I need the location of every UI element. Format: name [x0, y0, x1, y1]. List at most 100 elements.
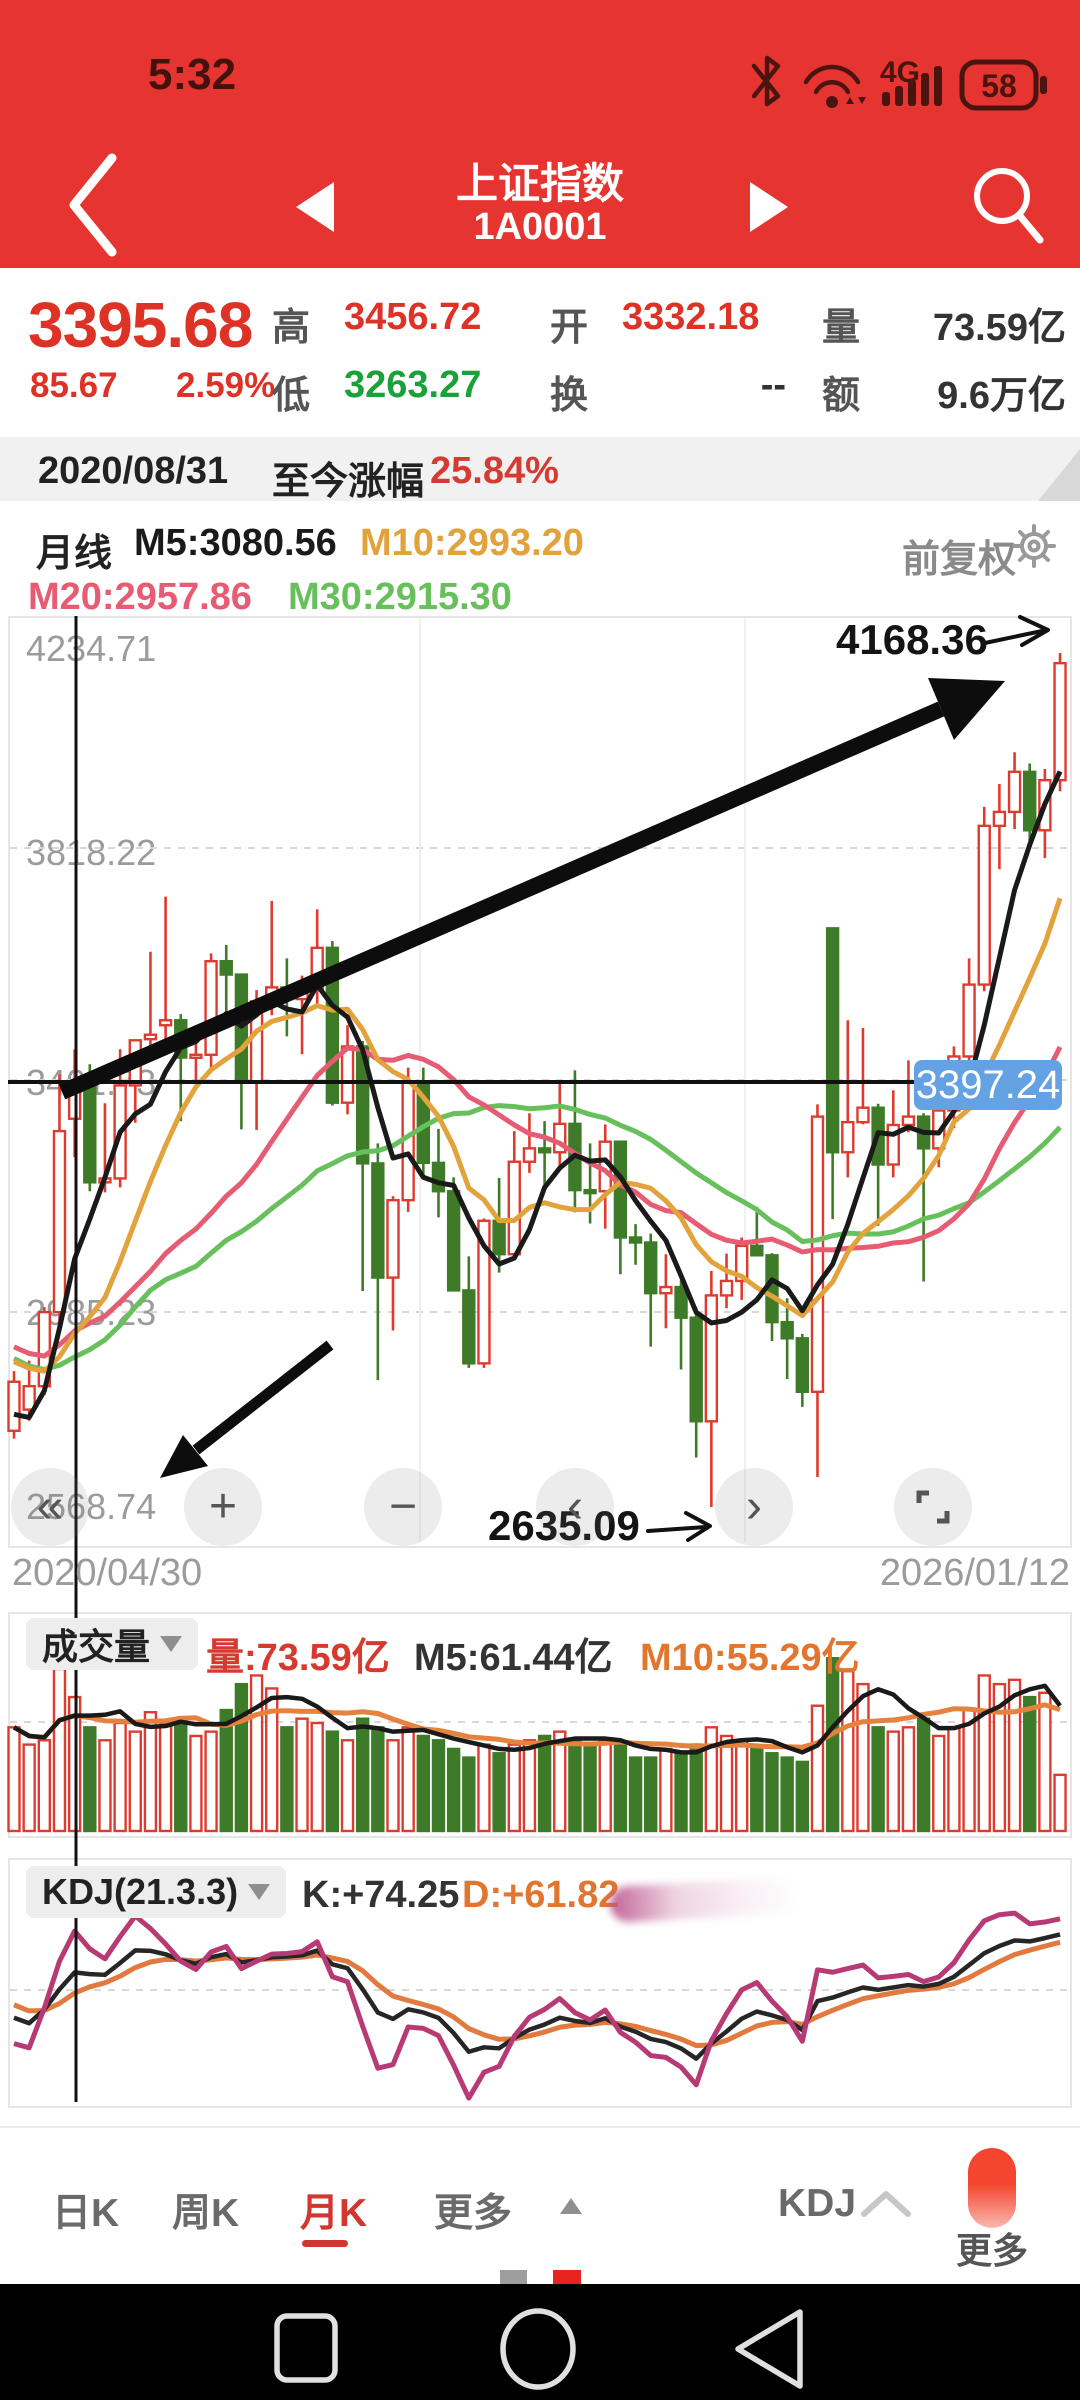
- volume-indicator-title: 成交量: [42, 1626, 151, 1667]
- crosshair-date: 2020/08/31: [38, 450, 229, 492]
- tab-monthly-active[interactable]: 月K: [300, 2192, 368, 2235]
- active-tab-underline: [302, 2240, 348, 2247]
- zoom-out-button[interactable]: −: [364, 1468, 442, 1546]
- expand-corners-icon: [916, 1490, 950, 1524]
- fold-corner-icon: [1038, 449, 1080, 501]
- wifi-updown-arrows: [846, 97, 866, 104]
- wifi-icon: [803, 64, 861, 85]
- chevron-left-small-icon: ‹: [567, 1480, 583, 1533]
- kdj-j-line: [13, 1910, 1061, 2101]
- crosshair-date-bar[interactable]: [0, 437, 1080, 501]
- android-nav-bar: [0, 2284, 1080, 2400]
- amount-value: 9.6万亿: [937, 375, 1066, 417]
- status-icons: 4G 58: [751, 55, 1047, 111]
- search-icon: [974, 168, 1030, 224]
- pan-right-button[interactable]: ›: [715, 1468, 793, 1546]
- y-axis-label: 4234.71: [26, 628, 157, 669]
- notification-badge: [968, 2148, 1016, 2228]
- price-ma5-line: [13, 770, 1063, 1420]
- low-label: 低: [272, 375, 311, 417]
- indicator-switch-kdj[interactable]: KDJ: [778, 2182, 857, 2225]
- page-indicator-inactive: [500, 2270, 527, 2284]
- zoom-in-button[interactable]: +: [184, 1468, 262, 1546]
- dropdown-triangle-icon: [248, 1884, 271, 1900]
- period-label: 月线: [36, 533, 113, 575]
- x-axis-start-date: 2020/04/30: [12, 1552, 203, 1594]
- amount-label: 额: [822, 375, 861, 417]
- price-change: 85.67: [30, 366, 118, 405]
- nav-icons: [274, 2308, 803, 2390]
- back-triangle-icon[interactable]: [735, 2309, 803, 2389]
- uptrend-arrowhead: [928, 678, 1005, 740]
- back-button[interactable]: [60, 150, 130, 260]
- gear-icon: [1012, 524, 1056, 568]
- gain-value: 25.84%: [430, 450, 559, 492]
- y-axis-label: 3818.22: [26, 832, 157, 873]
- ma20-label: M20:2957.86: [28, 576, 252, 618]
- recents-square-icon[interactable]: [274, 2313, 338, 2383]
- low-value: 3263.27: [344, 364, 482, 406]
- chevron-right-small-icon: ›: [746, 1480, 762, 1533]
- gain-label: 至今涨幅: [272, 461, 425, 503]
- tab-more-periods[interactable]: 更多: [434, 2192, 513, 2235]
- search-button[interactable]: [962, 158, 1052, 250]
- home-circle-icon[interactable]: [500, 2308, 576, 2390]
- page-title: 上证指数: [455, 160, 624, 207]
- pan-left-button[interactable]: ‹: [536, 1468, 614, 1546]
- crosshair-price-tag: 3397.24: [914, 1060, 1062, 1110]
- high-label-arrow: [983, 615, 1050, 647]
- triangle-right-icon: [750, 182, 788, 232]
- tab-bar-divider: [0, 2126, 1080, 2128]
- volume-current: 量:73.59亿: [206, 1637, 390, 1679]
- volume-ma5-line: [12, 1683, 1062, 1755]
- triangle-up-icon: [560, 2198, 582, 2214]
- adjust-mode-button[interactable]: 前复权: [902, 539, 1017, 581]
- prev-stock-button[interactable]: [290, 176, 340, 236]
- high-annotation: 4168.36: [836, 616, 988, 663]
- triangle-left-icon: [296, 182, 334, 232]
- low-annotation: 2635.09: [488, 1502, 640, 1549]
- stock-code: 1A0001: [473, 206, 607, 248]
- battery-icon: 58: [959, 59, 1047, 111]
- kdj-panel[interactable]: [8, 1858, 1072, 2108]
- x-axis-end-date: 2026/01/12: [879, 1552, 1070, 1594]
- ma10-label: M10:2993.20: [360, 522, 584, 564]
- high-label: 高: [272, 307, 311, 349]
- high-value: 3456.72: [344, 296, 482, 338]
- tab-daily[interactable]: 日K: [52, 2192, 120, 2235]
- plus-icon: +: [208, 1480, 238, 1533]
- fast-backward-button[interactable]: «: [11, 1468, 89, 1546]
- uptrend-arrow: [58, 701, 945, 1100]
- wifi-icon-arc2: [813, 80, 851, 95]
- downleft-arrowhead: [160, 1435, 208, 1478]
- kdj-indicator-selector[interactable]: KDJ(21.3.3): [26, 1866, 287, 1918]
- signal-bars-icon: [882, 66, 942, 106]
- next-stock-button[interactable]: [744, 176, 794, 236]
- volume-panel[interactable]: [8, 1612, 1072, 1838]
- volume-ma10-line: [12, 1702, 1061, 1750]
- status-header-background: [0, 0, 1080, 268]
- turnover-value: --: [760, 364, 786, 406]
- settings-button[interactable]: [1008, 520, 1060, 572]
- volume-label: 量: [822, 307, 861, 349]
- bluetooth-icon: [751, 55, 781, 107]
- fullscreen-button[interactable]: [894, 1468, 972, 1546]
- volume-ma5: M5:61.44亿: [414, 1637, 613, 1679]
- chevron-left-icon: [69, 153, 117, 257]
- fast-backward-icon: «: [36, 1480, 64, 1533]
- ma30-label: M30:2915.30: [288, 576, 512, 618]
- tab-weekly[interactable]: 周K: [172, 2192, 240, 2235]
- volume-ma10: M10:55.29亿: [640, 1637, 860, 1679]
- price-ma30-line: [12, 1103, 1062, 1373]
- chevron-up-icon: [861, 2191, 911, 2217]
- page-indicator-active: [553, 2270, 581, 2284]
- kdj-k-value: K:+74.25: [302, 1874, 460, 1916]
- kdj-k-line: [13, 1932, 1061, 2061]
- volume-indicator-selector[interactable]: 成交量: [26, 1618, 199, 1670]
- ma5-label: M5:3080.56: [134, 522, 337, 564]
- more-button[interactable]: 更多: [956, 2230, 1029, 2271]
- minus-icon: −: [388, 1480, 418, 1533]
- battery-level: 58: [981, 68, 1017, 104]
- low-label-arrow: [646, 1511, 712, 1542]
